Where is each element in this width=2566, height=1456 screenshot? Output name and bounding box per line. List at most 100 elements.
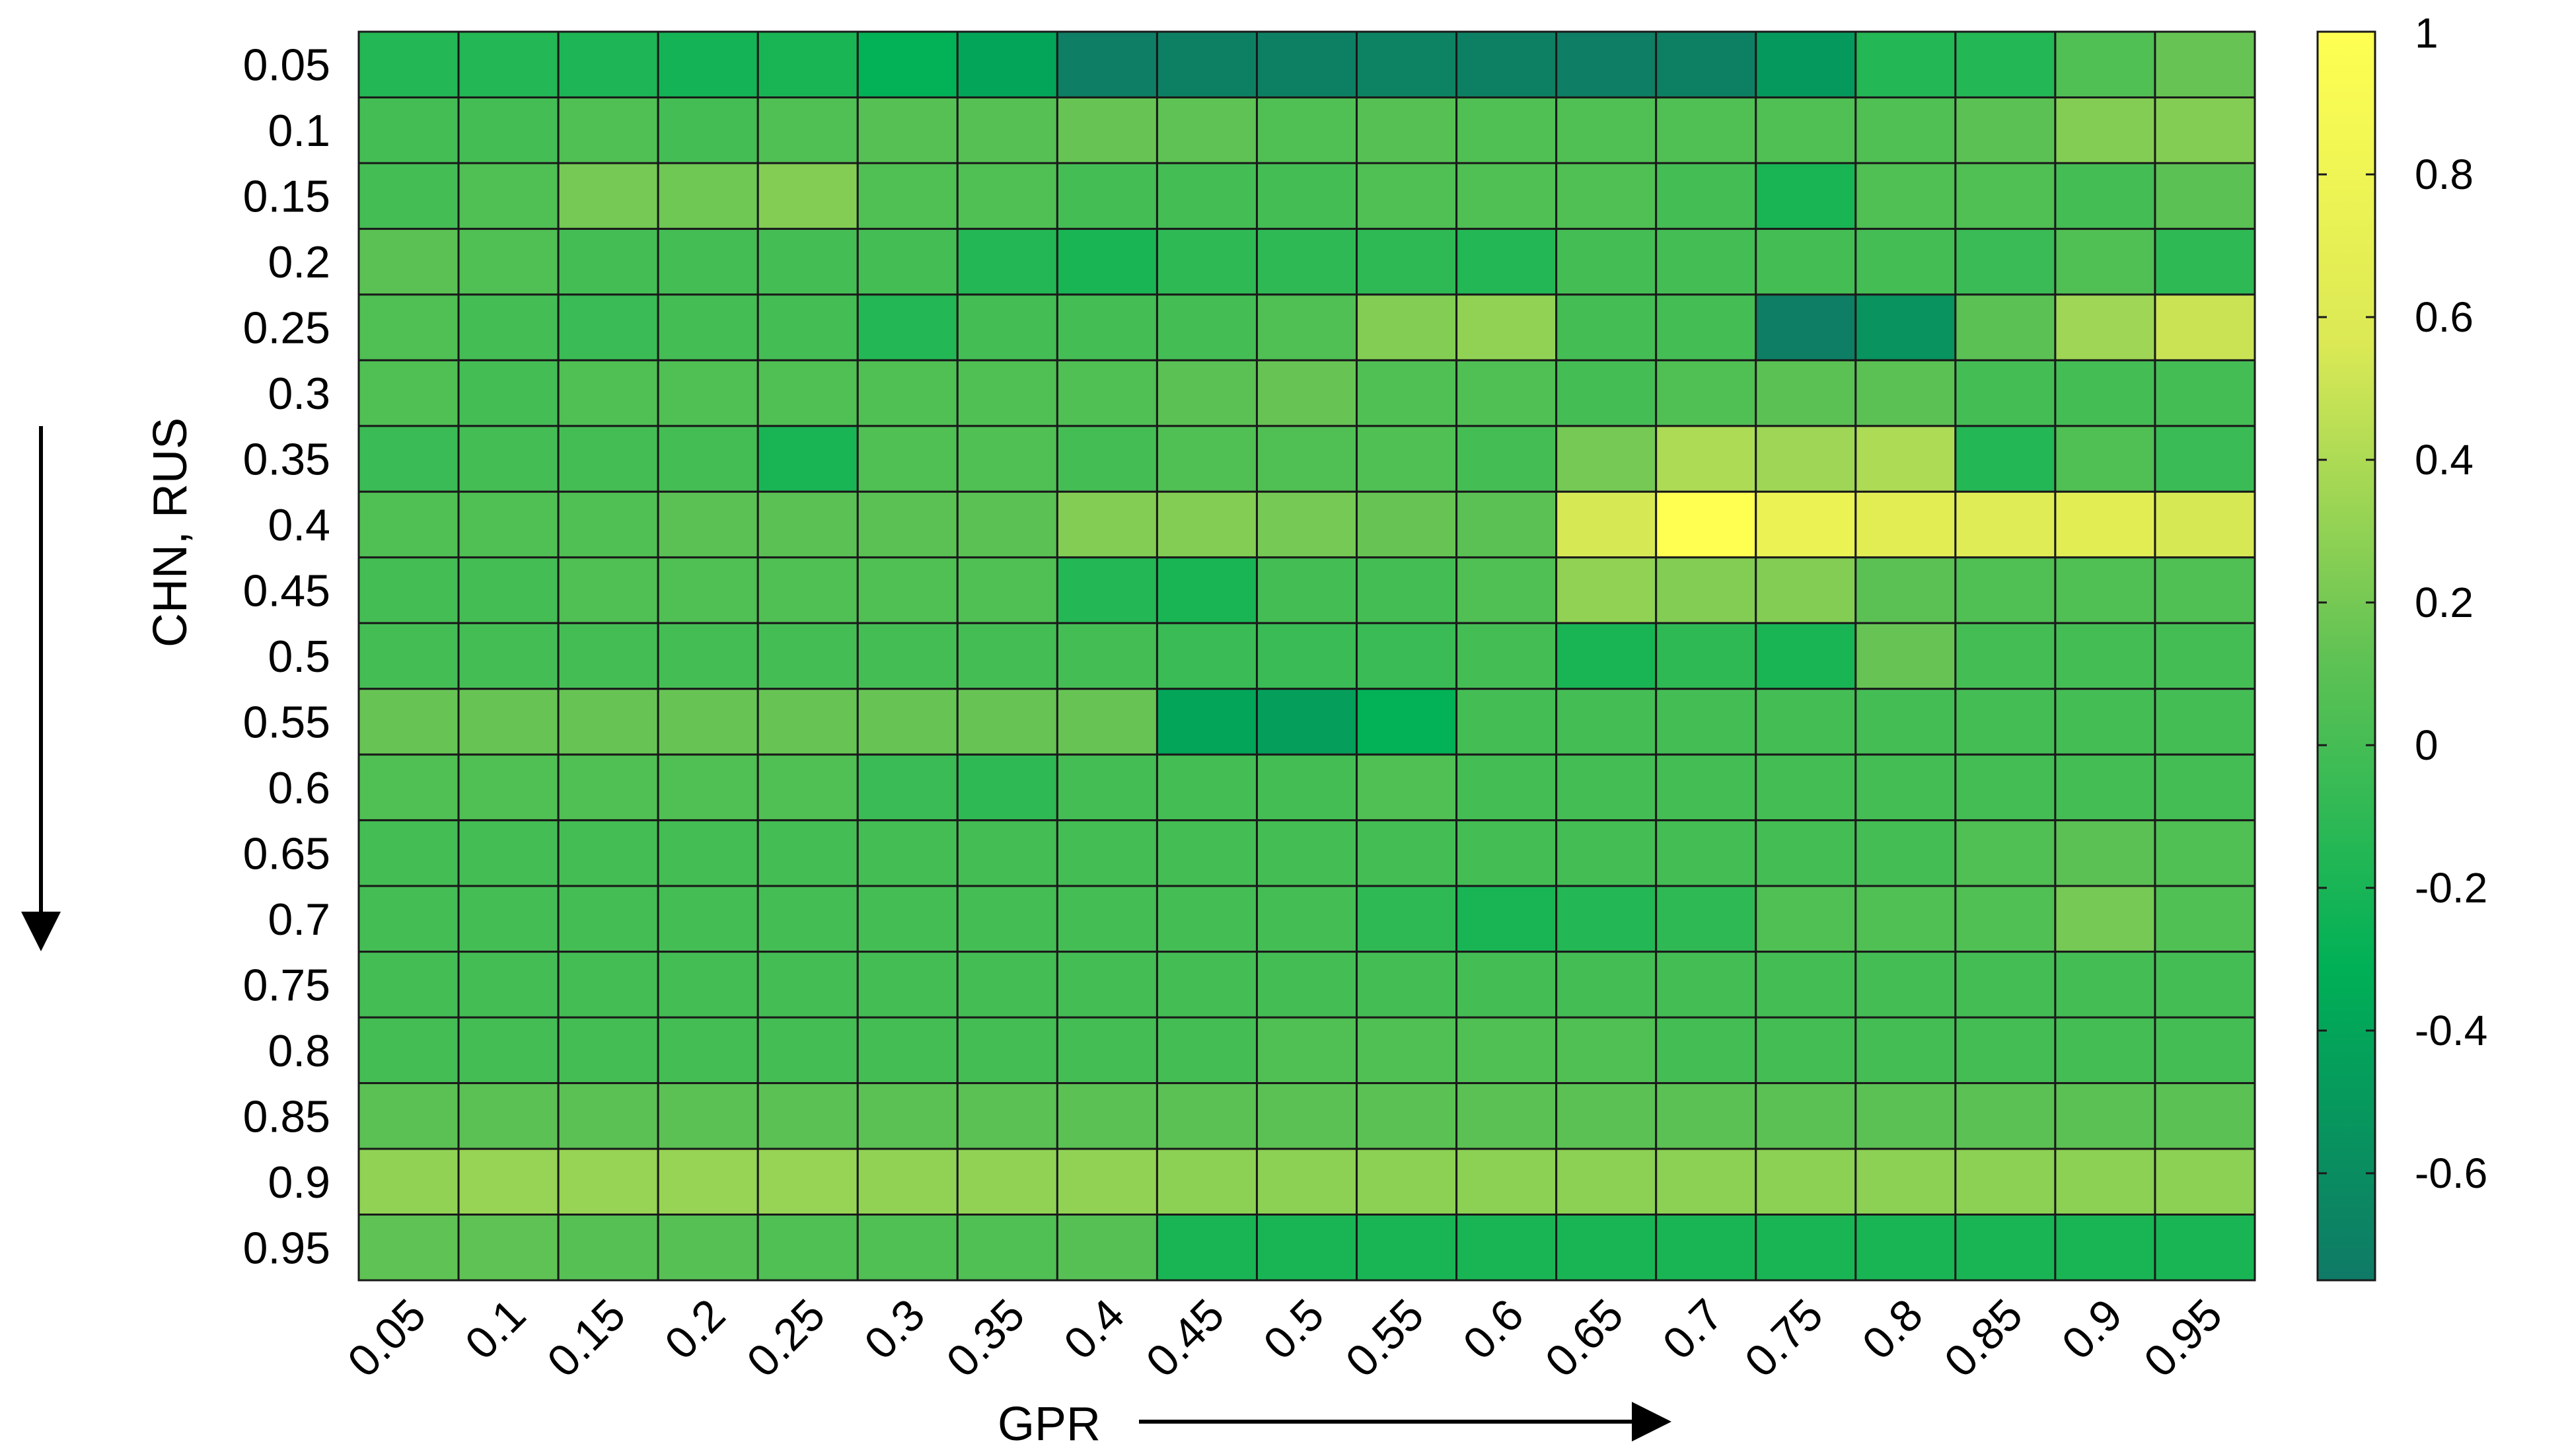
heatmap-cell: [1755, 30, 1857, 98]
heatmap-cell: [1755, 819, 1857, 887]
heatmap-cell: [2154, 885, 2256, 953]
heatmap-cell: [956, 359, 1058, 427]
heatmap-cell: [2054, 293, 2156, 361]
heatmap-cell: [657, 688, 759, 756]
heatmap-cell: [1056, 951, 1158, 1019]
heatmap-cell: [357, 227, 460, 296]
heatmap-cell: [756, 96, 859, 164]
heatmap-cell: [1155, 622, 1258, 690]
heatmap-cell: [856, 951, 959, 1019]
heatmap-cell: [2054, 359, 2156, 427]
heatmap-cell: [1155, 30, 1258, 98]
heatmap-cell: [657, 1147, 759, 1216]
heatmap-cell: [1155, 425, 1258, 493]
heatmap-cell: [1056, 885, 1158, 953]
heatmap-cell: [457, 30, 560, 98]
heatmap-cell: [1954, 819, 2057, 887]
heatmap-cell: [1854, 688, 1957, 756]
heatmap-cell: [1356, 227, 1458, 296]
heatmap-cell: [1555, 951, 1658, 1019]
heatmap-cell: [557, 1147, 659, 1216]
heatmap-cell: [1954, 425, 2057, 493]
heatmap-cell: [457, 885, 560, 953]
heatmap-cell: [457, 951, 560, 1019]
heatmap-cell: [1755, 490, 1857, 559]
heatmap-cell: [557, 425, 659, 493]
heatmap-cell: [657, 227, 759, 296]
heatmap-cell: [1854, 162, 1957, 230]
heatmap-cell: [1356, 425, 1458, 493]
heatmap-cell: [657, 293, 759, 361]
heatmap-cell: [2054, 819, 2156, 887]
heatmap-cell: [856, 227, 959, 296]
colorbar-tick-label: 0: [2415, 721, 2438, 769]
heatmap-cell: [557, 162, 659, 230]
heatmap-cell: [956, 885, 1058, 953]
heatmap-cell: [1455, 293, 1558, 361]
y-tick-label: 0.55: [243, 697, 330, 747]
heatmap-cell: [1056, 1082, 1158, 1150]
heatmap-cell: [357, 885, 460, 953]
heatmap-cell: [357, 30, 460, 98]
heatmap-cell: [1056, 688, 1158, 756]
heatmap-cell: [956, 293, 1058, 361]
heatmap-cell: [1555, 293, 1658, 361]
heatmap-cell: [956, 753, 1058, 822]
heatmap-cell: [756, 293, 859, 361]
heatmap-cell: [1455, 1016, 1558, 1085]
heatmap-cell: [1655, 1082, 1757, 1150]
y-tick-label: 0.45: [243, 566, 330, 616]
heatmap-cell: [1854, 359, 1957, 427]
heatmap-cell: [1356, 1147, 1458, 1216]
heatmap-cell: [1356, 162, 1458, 230]
heatmap-cell: [956, 1147, 1058, 1216]
heatmap-cell: [1455, 1214, 1558, 1282]
heatmap-cell: [457, 162, 560, 230]
heatmap-cell: [357, 753, 460, 822]
heatmap-cell: [856, 688, 959, 756]
heatmap-cell: [357, 556, 460, 624]
heatmap-cell: [956, 1214, 1058, 1282]
heatmap-cell: [1555, 1214, 1658, 1282]
heatmap-cell: [1455, 819, 1558, 887]
heatmap-cell: [856, 1016, 959, 1085]
colorbar-tick-label: 1: [2415, 9, 2438, 57]
heatmap-cell: [1356, 951, 1458, 1019]
heatmap-cell: [2154, 819, 2256, 887]
heatmap-cell: [1854, 1016, 1957, 1085]
heatmap-cell: [1455, 753, 1558, 822]
heatmap-cell: [1655, 490, 1757, 559]
heatmap-cell: [2154, 951, 2256, 1019]
heatmap-cell: [956, 622, 1058, 690]
heatmap-cell: [2154, 490, 2256, 559]
heatmap-cell: [357, 96, 460, 164]
heatmap-cell: [856, 753, 959, 822]
heatmap-cell: [1755, 622, 1857, 690]
heatmap-cell: [1555, 425, 1658, 493]
y-tick-label: 0.35: [243, 435, 330, 485]
heatmap-cell: [1155, 227, 1258, 296]
heatmap-cell: [1255, 885, 1358, 953]
heatmap-cell: [1854, 622, 1957, 690]
heatmap-cell: [1356, 30, 1458, 98]
heatmap-cell: [2154, 622, 2256, 690]
heatmap-cell: [2054, 1214, 2156, 1282]
heatmap-cell: [657, 885, 759, 953]
heatmap-cell: [457, 96, 560, 164]
y-tick-label: 0.2: [268, 237, 330, 287]
heatmap-cell: [1356, 359, 1458, 427]
heatmap-cell: [657, 951, 759, 1019]
heatmap-cell: [2154, 30, 2256, 98]
heatmap-cell: [956, 1082, 1058, 1150]
heatmap-cell: [756, 951, 859, 1019]
heatmap-cell: [1854, 293, 1957, 361]
x-tick-label: 0.3: [855, 1290, 935, 1369]
colorbar: [2316, 30, 2376, 1282]
heatmap-cell: [2054, 1082, 2156, 1150]
heatmap-cell: [1056, 1016, 1158, 1085]
heatmap-cell: [457, 556, 560, 624]
heatmap-cell: [2154, 227, 2256, 296]
heatmap-cell: [557, 819, 659, 887]
heatmap-cell: [1555, 162, 1658, 230]
